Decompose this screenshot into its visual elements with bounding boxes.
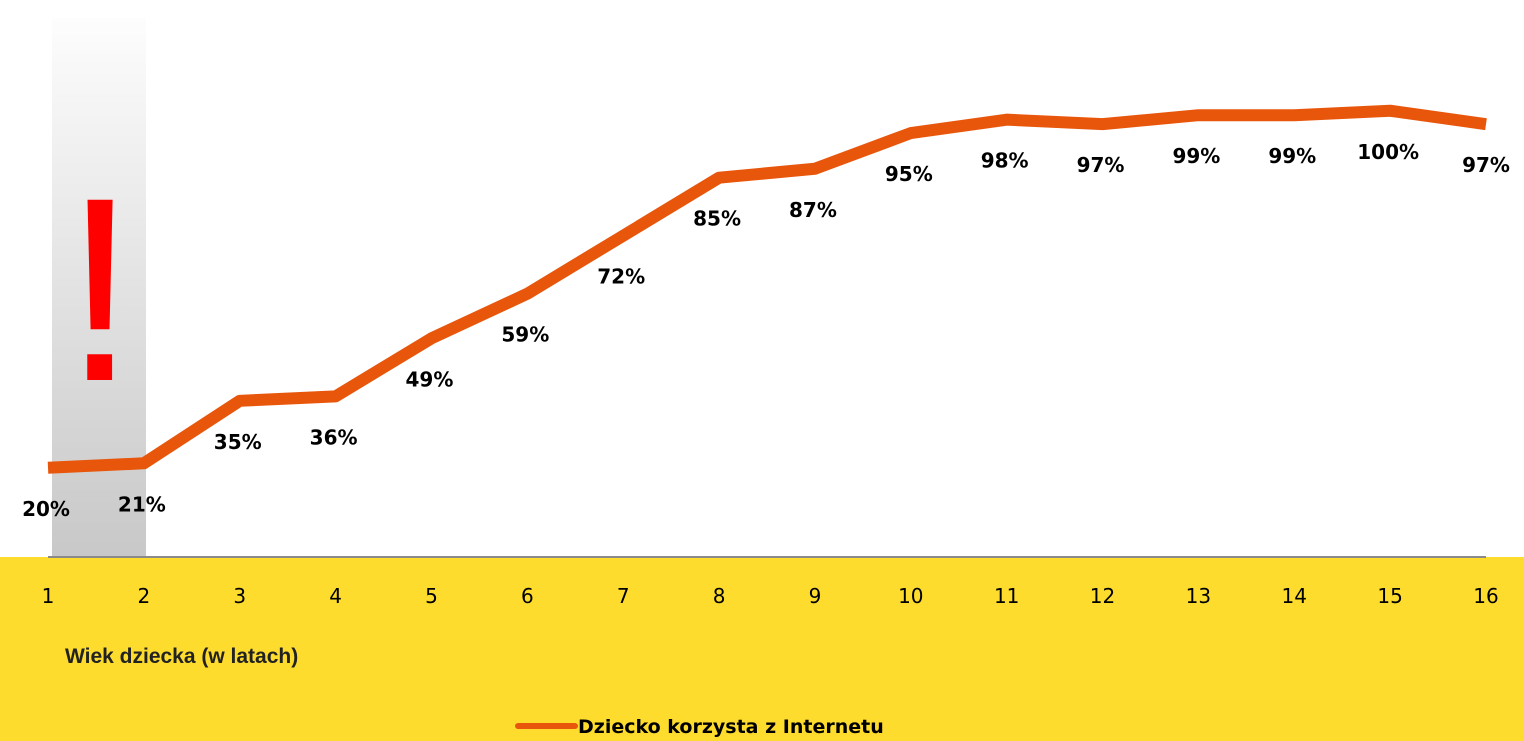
x-tick-label: 9 bbox=[809, 584, 822, 608]
x-tick-label: 4 bbox=[329, 584, 342, 608]
x-tick-label: 6 bbox=[521, 584, 534, 608]
data-label: 20% bbox=[22, 497, 70, 521]
x-tick-label: 12 bbox=[1090, 584, 1115, 608]
data-label: 85% bbox=[693, 207, 741, 231]
annotation: ! bbox=[64, 143, 137, 436]
x-tick-label: 7 bbox=[617, 584, 630, 608]
legend-label: Dziecko korzysta z Internetu bbox=[578, 716, 884, 738]
data-label: 35% bbox=[214, 430, 262, 454]
x-tick-label: 8 bbox=[713, 584, 726, 608]
data-label: 99% bbox=[1172, 144, 1220, 168]
line bbox=[47, 104, 1487, 474]
data-label: 100% bbox=[1357, 140, 1419, 164]
data-label: 59% bbox=[501, 323, 549, 347]
data-label: 97% bbox=[1077, 153, 1125, 177]
x-tick-label: 16 bbox=[1473, 584, 1498, 608]
data-label: 36% bbox=[310, 425, 358, 449]
x-axis-label: Wiek dziecka (w latach) bbox=[65, 645, 298, 668]
axis-area bbox=[0, 557, 1524, 741]
x-tick-label: 15 bbox=[1377, 584, 1402, 608]
x-tick-label: 1 bbox=[42, 584, 55, 608]
x-tick-label: 13 bbox=[1186, 584, 1211, 608]
data-label: 98% bbox=[981, 149, 1029, 173]
data-label: 21% bbox=[118, 492, 166, 516]
x-tick-label: 10 bbox=[898, 584, 923, 608]
data-label: 95% bbox=[885, 162, 933, 186]
x-tick-label: 14 bbox=[1282, 584, 1307, 608]
data-label: 99% bbox=[1268, 144, 1316, 168]
x-tick-label: 2 bbox=[137, 584, 150, 608]
x-tick-label: 5 bbox=[425, 584, 438, 608]
data-label: 97% bbox=[1462, 153, 1510, 177]
data-label: 87% bbox=[789, 198, 837, 222]
x-tick-label: 11 bbox=[994, 584, 1019, 608]
x-tick-label: 3 bbox=[233, 584, 246, 608]
data-label: 72% bbox=[597, 265, 645, 289]
data-label: 49% bbox=[406, 367, 454, 391]
